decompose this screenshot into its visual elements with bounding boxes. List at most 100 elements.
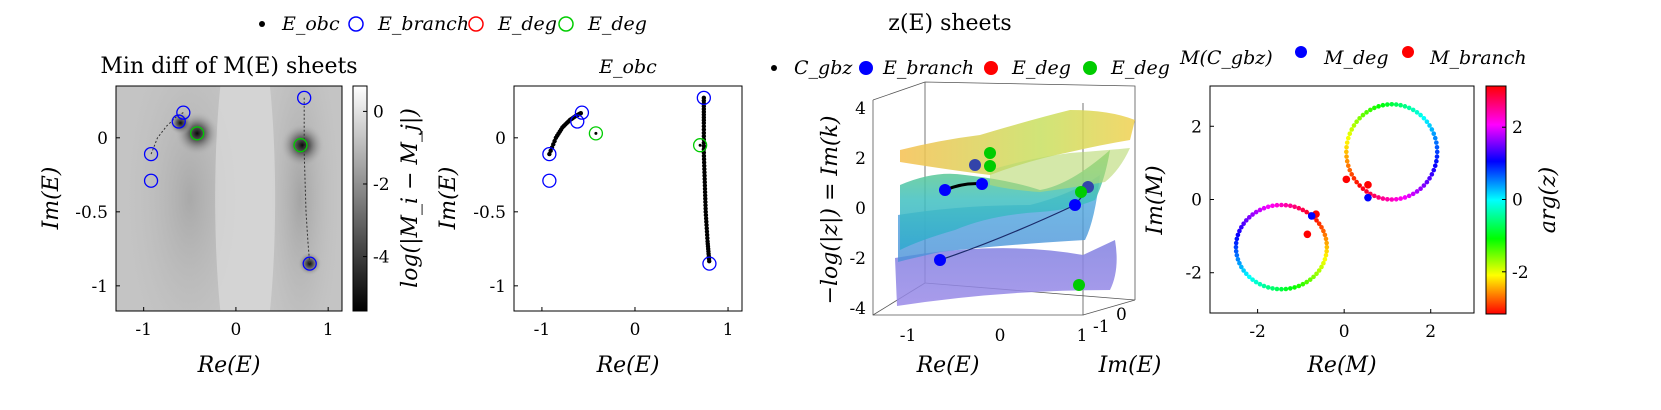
mgbz-loop-point <box>1235 232 1241 238</box>
mgbz-loop-point <box>1265 204 1271 210</box>
heatmap-band <box>215 86 276 311</box>
mgbz-loop-point <box>1360 112 1366 118</box>
mgbz-loop-point <box>1322 232 1328 238</box>
legend-deg-green-marker <box>558 16 574 32</box>
mgbz-loop-point <box>1253 209 1259 215</box>
mgbz-loop-point <box>1246 215 1252 220</box>
mgbz-loop-point <box>1314 218 1319 223</box>
eobc-branch-point <box>702 256 717 271</box>
mgbz-loop-point <box>1432 135 1438 141</box>
mgbz-loop-point <box>1323 236 1329 242</box>
mgbz-loop-point <box>1434 158 1439 164</box>
zsheets-branch-point <box>969 159 981 171</box>
mgbz-ticks: -2 0 2 2 0 -2 <box>1185 117 1436 342</box>
eobc-title: E_obc <box>598 56 657 78</box>
mgbz-legend-deg-label: M_deg <box>1323 47 1389 69</box>
zsheets-deg-point <box>1075 186 1087 198</box>
zsheets-legend-deg-red-marker <box>984 61 998 75</box>
heatmap-ytick-label: -1 <box>91 277 108 297</box>
legend-deg-red-marker <box>468 16 484 32</box>
mgbz-loop-point <box>1345 163 1351 169</box>
mgbz-loop-point <box>1429 127 1435 132</box>
panel-mgbz: M(C_gbz) M_deg M_branch -2 0 2 2 0 -2 Re(M) I… <box>1143 46 1561 378</box>
mgbz-loop-point <box>1364 189 1369 194</box>
legend-obc-label: E_obc <box>281 13 340 35</box>
heatmap-ytick-label: 0 <box>97 129 108 149</box>
mgbz-colorbar-tick-label: 2 <box>1512 118 1523 138</box>
legend-deg-green-label: E_deg <box>587 13 647 35</box>
mgbz-loop-point <box>1410 107 1416 113</box>
mgbz-loop-point <box>1434 149 1440 155</box>
zsheets-branch-point <box>939 184 951 196</box>
heatmap-dark-spot <box>280 123 325 168</box>
zsheets-ytick: -2 <box>849 249 866 269</box>
mgbz-ylabel: Im(M) <box>1143 165 1168 235</box>
mgbz-loop-point <box>1372 105 1377 111</box>
mgbz-loop-point <box>1421 115 1427 121</box>
mgbz-branch-point <box>1364 181 1372 189</box>
mgbz-deg-point <box>1364 193 1372 202</box>
mgbz-loop-point <box>1385 196 1390 202</box>
eobc-deg-point <box>588 126 604 141</box>
heatmap-dark-spot <box>297 251 322 276</box>
zsheets-legend-gbz-marker <box>771 65 777 71</box>
zsheets-yticks: 4 2 0 -2 -4 <box>849 99 866 319</box>
mgbz-loop-point <box>1257 281 1263 287</box>
mgbz-loop-point <box>1351 123 1357 128</box>
heatmap-colorbar-tick-label: 0 <box>373 102 384 122</box>
eobc-ylabel: Im(E) <box>436 167 461 231</box>
eobc-xtick-label: 0 <box>630 320 641 340</box>
zsheets-ytick: 4 <box>855 99 866 119</box>
zsheets-branch-point <box>976 178 988 190</box>
mgbz-loop-point <box>1307 277 1313 282</box>
mgbz-loop-point <box>1287 203 1293 209</box>
mgbz-loop-point <box>1414 110 1420 115</box>
mgbz-loop-point <box>1349 172 1354 177</box>
mgbz-loop-point <box>1279 202 1284 208</box>
legend-branch-marker <box>348 16 364 32</box>
eobc-obc-point <box>702 173 707 178</box>
mgbz-loop-point <box>1385 102 1390 107</box>
mgbz-loop-point <box>1427 123 1432 128</box>
heatmap-xtick-label: 0 <box>231 320 242 340</box>
heatmap-deg-point <box>293 138 308 153</box>
eobc-obc-point <box>704 222 709 228</box>
mgbz-loop-point <box>1389 102 1395 107</box>
mgbz-loop-point <box>1319 224 1324 230</box>
mgbz-loop-point <box>1424 119 1430 125</box>
mgbz-loop-point <box>1410 191 1416 197</box>
mgbz-loop-point <box>1424 179 1430 185</box>
heatmap-xtick-label: 1 <box>323 320 334 340</box>
heatmap-markers <box>143 90 317 271</box>
mgbz-loop-point <box>1347 167 1353 173</box>
eobc-deg-point <box>692 138 708 153</box>
mgbz-loop-point <box>1233 248 1239 254</box>
mgbz-loop-point <box>1314 271 1319 277</box>
eobc-obc-point <box>704 219 709 224</box>
mgbz-loop-point <box>1432 163 1438 169</box>
legend-obc-marker <box>259 21 265 27</box>
eobc-markers <box>542 90 717 271</box>
mgbz-loop-point <box>1347 131 1353 136</box>
mgbz-loop-point <box>1235 257 1241 262</box>
heatmap-xlabel: Re(E) <box>197 353 261 378</box>
eobc-obc-point <box>702 163 707 168</box>
zsheets-legend-deg-green-label: E_deg <box>1110 57 1170 79</box>
mgbz-loop-point <box>1237 260 1242 266</box>
mgbz-legend-deg-marker <box>1295 46 1307 58</box>
mgbz-loop-point <box>1431 131 1437 136</box>
eobc-deg-center <box>594 131 598 135</box>
mgbz-loop-point <box>1321 228 1326 234</box>
zsheets-branch-point <box>934 254 946 266</box>
panel-eobc: E_obc -1 0 1 0 -0.5 -1 Re(E) Im(E) <box>436 56 743 378</box>
zsheets-xtick: 0 <box>995 326 1006 346</box>
mgbz-loop-point <box>1241 221 1246 227</box>
mgbz-loop-point <box>1344 158 1350 164</box>
heatmap-ticks: -1 0 1 0 -0.5 -1 <box>75 129 333 340</box>
eobc-xlabel: Re(E) <box>596 353 660 378</box>
eobc-obc-point <box>702 180 707 185</box>
legend-deg-red-label: E_deg <box>497 13 557 35</box>
mgbz-legend-branch-label: M_branch <box>1429 47 1527 69</box>
eobc-branch-point <box>570 114 585 129</box>
eobc-ticks: -1 0 1 0 -0.5 -1 <box>473 129 733 340</box>
